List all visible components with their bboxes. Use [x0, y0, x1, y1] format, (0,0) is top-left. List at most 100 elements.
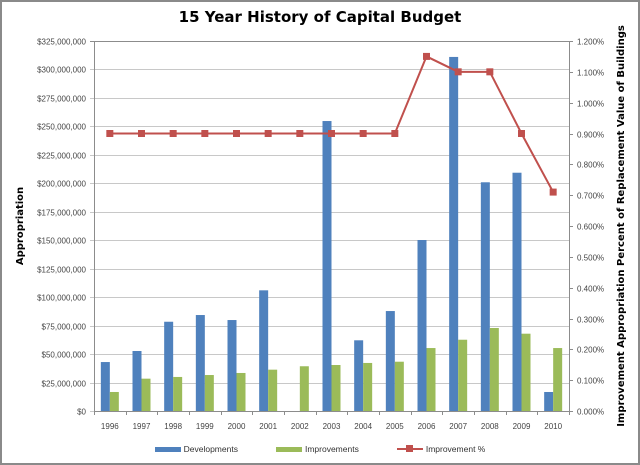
bar-developments	[322, 121, 332, 411]
y2-tick-label: 0.300%	[577, 316, 604, 325]
y-tick-label: $50,000,000	[42, 351, 87, 360]
y-tick-label: $75,000,000	[42, 323, 87, 332]
improvement-pct-marker	[359, 130, 367, 137]
improvement-pct-marker	[423, 52, 430, 60]
x-tick-label: 2008	[481, 422, 499, 431]
improvement-pct-marker	[454, 68, 462, 76]
bar-improvements	[173, 376, 183, 411]
bar-improvements	[109, 391, 119, 411]
bar-developments	[512, 172, 522, 411]
bar-developments	[195, 315, 205, 411]
bar-developments	[417, 240, 427, 411]
x-tick-label: 2002	[291, 422, 309, 431]
bar-developments	[100, 362, 110, 411]
legend-swatch-developments	[154, 446, 181, 452]
improvement-pct-marker	[233, 130, 240, 137]
improvement-pct-marker	[549, 188, 557, 196]
y-tick-label: $125,000,000	[37, 266, 86, 275]
y2-tick-label: 0.400%	[577, 285, 604, 294]
bar-developments	[259, 290, 269, 411]
y-tick-label: $25,000,000	[42, 380, 87, 389]
legend-label: Developments	[183, 444, 238, 454]
x-tick-label: 2004	[354, 422, 372, 431]
bar-developments	[132, 351, 142, 411]
x-tick-label: 2009	[513, 422, 531, 431]
bar-improvements	[426, 348, 436, 411]
legend-item-improvements: Improvements	[275, 444, 359, 454]
legend-item-improvement-pct: Improvement %	[396, 444, 486, 454]
improvement-pct-marker	[201, 130, 209, 137]
y2-tick-label: 1.000%	[577, 100, 604, 109]
y2-tick-label: 0.800%	[577, 161, 604, 170]
improvement-pct-marker	[264, 130, 272, 137]
improvement-pct-marker	[169, 130, 177, 137]
chart-title: 15 Year History of Capital Budget	[178, 8, 462, 26]
legend-item-developments: Developments	[154, 444, 238, 454]
x-tick-label: 2006	[418, 422, 436, 431]
bar-improvements	[141, 378, 151, 411]
y-tick-label: $300,000,000	[37, 66, 86, 75]
y2-tick-label: 1.100%	[577, 69, 604, 78]
bar-developments	[385, 311, 395, 411]
y2-tick-label: 0.700%	[577, 192, 604, 201]
y-tick-label: $150,000,000	[37, 237, 86, 246]
axes: $0 $25,000,000 $50,000,000 $75,000,000 $100,…	[37, 38, 604, 432]
bar-improvements	[489, 328, 499, 411]
bar-developments	[449, 56, 459, 411]
bar-improvements	[553, 348, 563, 411]
bar-improvements	[236, 372, 246, 411]
x-tick-label: 2007	[449, 422, 467, 431]
legend-swatch-improvement-pct	[396, 445, 423, 453]
legend-swatch-improvements	[275, 446, 302, 452]
y2-tick-label: 0.200%	[577, 346, 604, 355]
bars	[100, 56, 563, 411]
x-tick-label: 1998	[164, 422, 182, 431]
bar-developments	[164, 321, 174, 411]
improvement-pct-marker	[486, 68, 494, 76]
improvement-pct-marker	[138, 130, 145, 137]
improvement-pct-marker	[296, 130, 304, 137]
bar-developments	[354, 340, 364, 411]
bar-improvements	[363, 362, 373, 411]
y-tick-label: $275,000,000	[37, 95, 86, 104]
x-tick-label: 2001	[259, 422, 277, 431]
y-tick-label: $250,000,000	[37, 123, 86, 132]
y-tick-label: $0	[77, 408, 86, 417]
bar-developments	[227, 320, 237, 411]
bar-improvements	[204, 375, 214, 411]
improvement-line	[106, 52, 557, 196]
bar-improvements	[458, 339, 468, 411]
y2-tick-label: 0.000%	[577, 408, 604, 417]
legend: Developments Improvements Improvement %	[0, 444, 640, 454]
x-tick-label: 1996	[101, 422, 119, 431]
bar-improvements	[268, 369, 278, 411]
legend-label: Improvements	[304, 444, 359, 454]
x-tick-label: 1997	[133, 422, 151, 431]
y-axis-title: Appropriation	[15, 187, 26, 265]
x-tick-label: 2003	[323, 422, 341, 431]
y-tick-label: $100,000,000	[37, 294, 86, 303]
improvement-pct-marker	[106, 130, 114, 137]
x-tick-label: 2010	[544, 422, 562, 431]
y2-tick-label: 1.200%	[577, 38, 604, 47]
improvement-pct-marker	[518, 130, 525, 137]
bar-improvements	[299, 366, 309, 411]
y-tick-label: $200,000,000	[37, 180, 86, 189]
legend-label: Improvement %	[425, 444, 486, 454]
improvement-pct-marker	[328, 130, 335, 137]
y-tick-label: $325,000,000	[37, 38, 86, 47]
y2-tick-label: 0.900%	[577, 131, 604, 140]
improvement-pct-marker	[391, 130, 399, 137]
bar-improvements	[331, 365, 341, 411]
bar-improvements	[521, 333, 531, 411]
y2-tick-label: 0.600%	[577, 223, 604, 232]
bar-developments	[544, 391, 554, 411]
y2-tick-label: 0.500%	[577, 254, 604, 263]
y-tick-label: $225,000,000	[37, 152, 86, 161]
y-tick-label: $175,000,000	[37, 209, 86, 218]
y2-tick-label: 0.100%	[577, 377, 604, 386]
bar-developments	[480, 182, 490, 411]
x-tick-label: 2000	[228, 422, 246, 431]
y2-axis-title: Improvement Appropriation Percent of Rep…	[616, 25, 627, 427]
